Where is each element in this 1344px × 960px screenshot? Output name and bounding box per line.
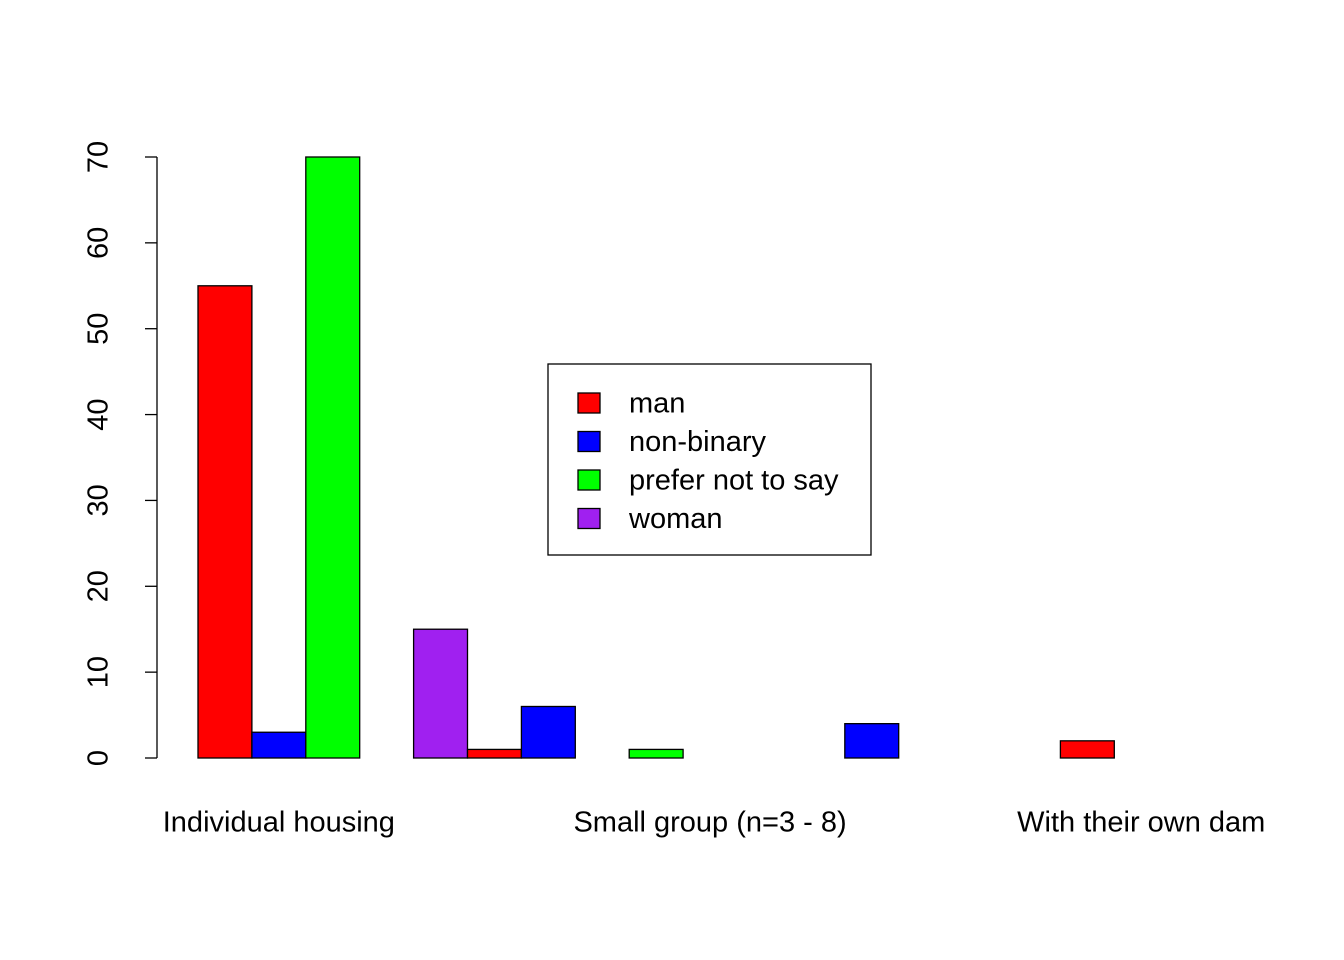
y-tick-label: 30 [83, 484, 115, 516]
bar [251, 731, 307, 759]
bar [1059, 740, 1115, 759]
y-tick-label: 0 [83, 750, 115, 766]
x-tick-label: With their own dam [1017, 807, 1265, 839]
x-tick-label: Small group (n=3 - 8) [573, 807, 846, 839]
y-tick-label: 50 [83, 313, 115, 345]
legend-label: woman [628, 503, 723, 535]
legend-label: man [629, 388, 685, 420]
y-tick-label: 60 [83, 227, 115, 259]
bar [197, 285, 253, 759]
bar [520, 705, 576, 759]
x-tick-label: Individual housing [163, 807, 395, 839]
bar [305, 156, 361, 759]
y-tick-label: 10 [83, 656, 115, 688]
bar [412, 628, 469, 759]
legend-label: prefer not to say [629, 465, 839, 497]
legend-label: non-binary [629, 426, 767, 458]
legend-swatch [577, 507, 601, 530]
legend-swatch [577, 469, 601, 491]
bar [628, 748, 684, 759]
legend-box [547, 363, 872, 556]
bar [844, 723, 900, 759]
legend-swatch [577, 430, 601, 453]
y-tick-label: 40 [83, 398, 115, 430]
legend-swatch [577, 392, 601, 414]
bar [466, 748, 523, 759]
y-tick-label: 70 [83, 141, 115, 173]
y-tick-label: 20 [83, 570, 115, 602]
